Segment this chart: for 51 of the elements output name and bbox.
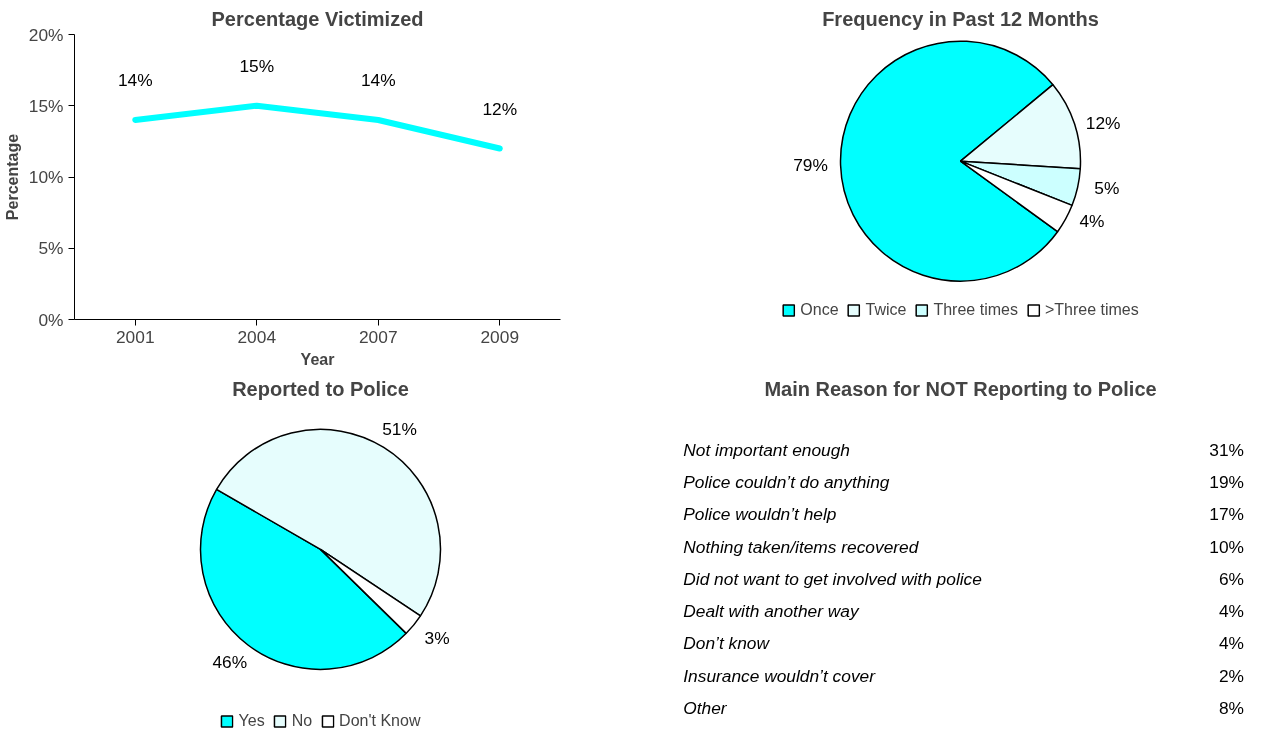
data-label: 14% (360, 70, 396, 90)
data-label: 4% (1218, 601, 1244, 622)
x-tick-label: 2009 (480, 326, 520, 347)
chart-title: Reported to Police (232, 377, 409, 400)
data-label: 3% (424, 628, 450, 649)
data-label: 46% (212, 651, 248, 672)
data-label: 15% (239, 55, 275, 76)
text: Main Reason for NOT Reporting to Police (764, 377, 1157, 400)
category-label: Police couldn’t do anything (683, 471, 890, 492)
data-label: 79% (793, 155, 828, 176)
data-label: 4% (1218, 633, 1244, 654)
category-label: Police wouldn’t help (683, 504, 837, 525)
legend-label: Don't Know (339, 712, 421, 730)
category-label: Nothing taken/items recovered (683, 536, 920, 557)
data-label: 17% (1209, 504, 1245, 525)
data-label: 8% (1218, 697, 1244, 718)
y-axis-title: Percentage (3, 133, 21, 221)
category-label: Dealt with another way (683, 601, 860, 622)
data-label: 14% (117, 70, 153, 90)
category-label: Insurance wouldn’t cover (683, 665, 877, 686)
legend-label: No (291, 712, 313, 730)
data-label: 51% (382, 419, 417, 440)
data-label: 6% (1218, 568, 1244, 589)
y-tick-label: 15% (28, 95, 64, 116)
data-label: 31% (1209, 439, 1245, 460)
x-tick-label: 2004 (237, 326, 277, 347)
y-tick-label: 0% (38, 309, 64, 330)
category-label: Not important enough (683, 439, 850, 460)
y-tick-label: 10% (28, 167, 64, 187)
data-label: 5% (1094, 178, 1120, 199)
legend-label: Three times (933, 301, 1018, 319)
x-tick-label: 2001 (115, 326, 155, 347)
y-tick-label: 5% (38, 238, 64, 259)
legend-label: >Three times (1044, 301, 1139, 319)
legend-label: Once (800, 301, 839, 319)
category-label: Don’t know (683, 633, 771, 654)
data-label: 12% (1085, 113, 1121, 133)
legend-label: Twice (865, 301, 907, 319)
legend-label: Yes (238, 712, 265, 730)
chart-title: Frequency in Past 12 Months (822, 7, 1099, 30)
data-label: 19% (1209, 471, 1245, 492)
data-label: 2% (1218, 665, 1244, 686)
data-label: 12% (482, 98, 518, 119)
category-label: Did not want to get involved with police (683, 568, 982, 589)
chart-title: Percentage Victimized (211, 7, 424, 30)
data-label: 10% (1209, 536, 1245, 557)
x-tick-label: 2007 (358, 326, 398, 347)
category-label: Other (683, 697, 728, 718)
data-label: 4% (1079, 210, 1105, 231)
x-axis-title: Year (300, 350, 335, 368)
y-tick-label: 20% (28, 24, 64, 45)
